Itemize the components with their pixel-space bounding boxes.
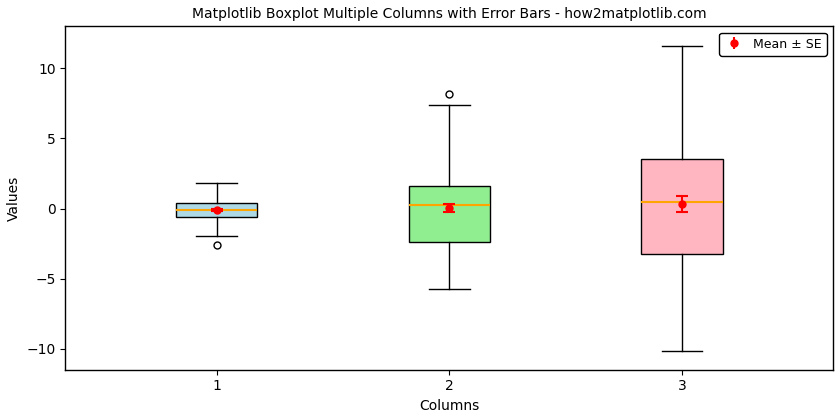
PathPatch shape (408, 186, 490, 242)
Title: Matplotlib Boxplot Multiple Columns with Error Bars - how2matplotlib.com: Matplotlib Boxplot Multiple Columns with… (192, 7, 706, 21)
Legend: Mean ± SE: Mean ± SE (719, 32, 827, 55)
PathPatch shape (641, 159, 722, 255)
Y-axis label: Values: Values (7, 176, 21, 221)
X-axis label: Columns: Columns (419, 399, 480, 413)
PathPatch shape (176, 203, 257, 217)
